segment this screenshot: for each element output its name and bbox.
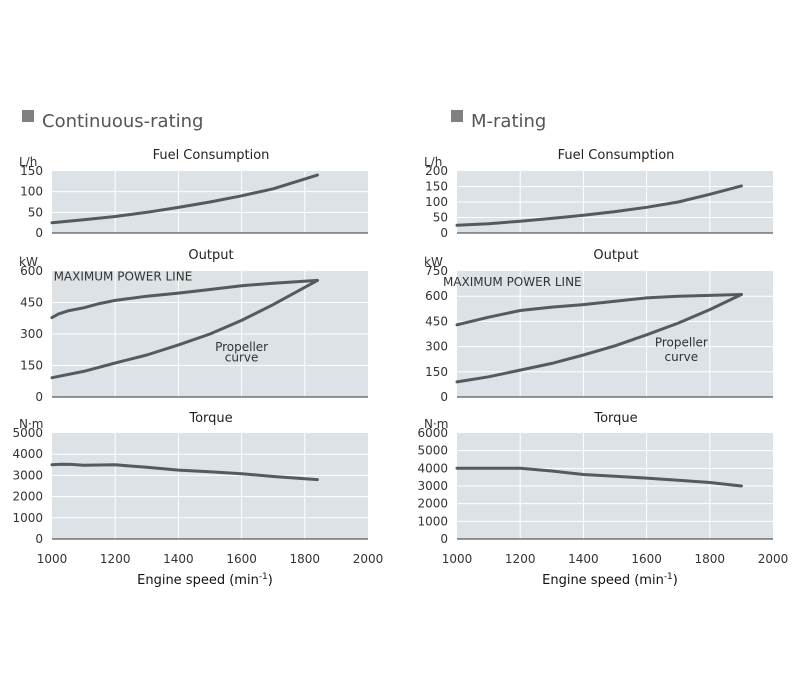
chart-title: Output xyxy=(593,248,638,263)
y-unit-label: kW xyxy=(424,255,443,269)
y-tick-label: 600 xyxy=(425,289,448,303)
x-axis-title-superscript: -1 xyxy=(664,572,673,582)
y-tick-label: 2000 xyxy=(417,497,448,511)
chart-6: Torque N·m 0 1000 2000 3000 4000 5000 6000 1000 12… xyxy=(417,411,788,588)
x-tick-label: 1800 xyxy=(695,552,726,566)
section-title: M-rating xyxy=(471,111,546,132)
x-axis-title-close: ) xyxy=(673,573,678,588)
chart-2: Output kW 0 150 300 450 600 MAXIMUM POWER LINE P… xyxy=(19,248,368,404)
y-unit-label: N·m xyxy=(424,417,448,431)
y-tick-label: 150 xyxy=(20,359,43,373)
y-tick-label: 150 xyxy=(20,164,43,178)
y-tick-label: 750 xyxy=(425,264,448,278)
x-tick-label: 1200 xyxy=(505,552,536,566)
plot-area xyxy=(52,433,368,539)
y-tick-label: 4000 xyxy=(12,447,43,461)
series-line-2 xyxy=(455,293,743,384)
series-line-2 xyxy=(50,278,319,380)
y-unit-label: L/h xyxy=(424,155,442,169)
y-tick-label: 5000 xyxy=(417,444,448,458)
section-marker-square xyxy=(451,110,463,122)
chart-title: Fuel Consumption xyxy=(558,148,675,163)
annotation-label: Propeller xyxy=(215,340,268,354)
y-tick-label: 450 xyxy=(20,296,43,310)
y-unit-label: kW xyxy=(19,255,38,269)
x-tick-label: 2000 xyxy=(758,552,789,566)
y-tick-label: 150 xyxy=(425,180,448,194)
x-tick-label: 1800 xyxy=(290,552,321,566)
series-line-1 xyxy=(455,184,743,227)
section-marker-square xyxy=(22,110,34,122)
chart-title: Torque xyxy=(188,411,232,426)
y-tick-label: 1000 xyxy=(417,514,448,528)
x-tick-label: 1000 xyxy=(442,552,473,566)
y-tick-label: 600 xyxy=(20,264,43,278)
y-tick-label: 3000 xyxy=(12,468,43,482)
y-tick-label: 0 xyxy=(440,390,448,404)
annotation-label: Propeller xyxy=(655,336,708,350)
x-axis-title-text: Engine speed (min xyxy=(137,573,259,588)
x-tick-label: 1200 xyxy=(100,552,131,566)
y-tick-label: 4000 xyxy=(417,461,448,475)
annotation-label: MAXIMUM POWER LINE xyxy=(54,269,193,283)
x-tick-label: 1400 xyxy=(568,552,599,566)
chart-1: Fuel Consumption L/h 0 50 100 150 xyxy=(19,148,368,240)
series-line-1 xyxy=(455,466,743,488)
y-unit-label: L/h xyxy=(19,155,37,169)
series-line-1 xyxy=(455,293,743,327)
y-tick-label: 450 xyxy=(425,314,448,328)
section-title: Continuous-rating xyxy=(42,111,203,132)
y-tick-label: 6000 xyxy=(417,426,448,440)
annotation-label: MAXIMUM POWER LINE xyxy=(443,275,582,289)
y-tick-label: 0 xyxy=(35,532,43,546)
annotation-label: curve xyxy=(665,350,699,364)
y-tick-label: 3000 xyxy=(417,479,448,493)
y-unit-label: N·m xyxy=(19,417,43,431)
x-tick-label: 1400 xyxy=(163,552,194,566)
series-line-1 xyxy=(50,462,319,482)
y-tick-label: 100 xyxy=(425,195,448,209)
y-tick-label: 300 xyxy=(20,327,43,341)
plot-area xyxy=(457,271,773,397)
x-axis-title: Engine speed (min-1) xyxy=(137,572,273,588)
x-axis-title-close: ) xyxy=(268,573,273,588)
y-tick-label: 0 xyxy=(35,226,43,240)
series-line-1 xyxy=(50,173,319,225)
y-tick-label: 5000 xyxy=(12,426,43,440)
y-tick-label: 1000 xyxy=(12,511,43,525)
y-tick-label: 50 xyxy=(28,205,43,219)
x-axis-title: Engine speed (min-1) xyxy=(542,572,678,588)
chart-title: Torque xyxy=(593,411,637,426)
annotation-label: curve xyxy=(225,350,259,364)
chart-3: Torque N·m 0 1000 2000 3000 4000 5000 1000 1200 14… xyxy=(12,411,383,588)
x-tick-label: 1600 xyxy=(226,552,257,566)
y-tick-label: 150 xyxy=(425,365,448,379)
y-tick-label: 2000 xyxy=(12,490,43,504)
y-tick-label: 0 xyxy=(440,226,448,240)
x-tick-label: 1000 xyxy=(37,552,68,566)
chart-title: Output xyxy=(188,248,233,263)
y-tick-label: 0 xyxy=(440,532,448,546)
series-line-1 xyxy=(50,278,319,320)
y-tick-label: 200 xyxy=(425,164,448,178)
y-tick-label: 100 xyxy=(20,185,43,199)
x-tick-label: 2000 xyxy=(353,552,384,566)
chart-title: Fuel Consumption xyxy=(153,148,270,163)
x-tick-label: 1600 xyxy=(631,552,662,566)
x-axis-title-text: Engine speed (min xyxy=(542,573,664,588)
y-tick-label: 0 xyxy=(35,390,43,404)
y-tick-label: 300 xyxy=(425,340,448,354)
x-axis-title-superscript: -1 xyxy=(259,572,268,582)
y-tick-label: 50 xyxy=(433,211,448,225)
